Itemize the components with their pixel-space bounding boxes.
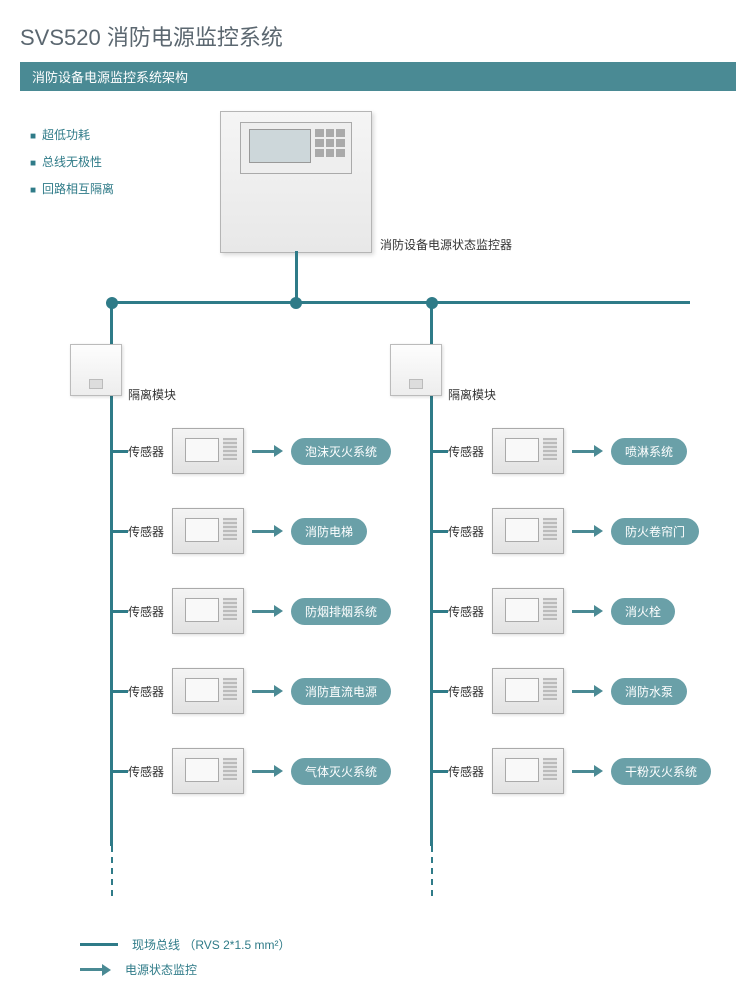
sensor-row: 传感器 防火卷帘门 bbox=[448, 508, 699, 554]
arrow-icon bbox=[252, 525, 283, 537]
system-pill: 干粉灭火系统 bbox=[611, 758, 711, 785]
sensor-label: 传感器 bbox=[128, 443, 168, 460]
page-title: SVS520 消防电源监控系统 bbox=[20, 20, 736, 52]
sensor-row: 传感器 消防水泵 bbox=[448, 668, 687, 714]
system-pill: 防烟排烟系统 bbox=[291, 598, 391, 625]
isolation-module bbox=[70, 344, 122, 396]
sensor-device bbox=[172, 508, 244, 554]
isolation-label: 隔离模块 bbox=[128, 386, 176, 403]
sensor-device bbox=[172, 588, 244, 634]
arrow-icon bbox=[572, 445, 603, 457]
system-pill: 消火栓 bbox=[611, 598, 675, 625]
sensor-device bbox=[492, 748, 564, 794]
sensor-stub bbox=[110, 450, 128, 453]
sensor-row: 传感器 消火栓 bbox=[448, 588, 675, 634]
arrow-icon bbox=[252, 765, 283, 777]
arrow-icon bbox=[572, 685, 603, 697]
branch-node-dot bbox=[106, 297, 118, 309]
sensor-label: 传感器 bbox=[448, 763, 488, 780]
arrow-icon bbox=[252, 605, 283, 617]
sensor-label: 传感器 bbox=[128, 603, 168, 620]
arrow-icon bbox=[252, 685, 283, 697]
bus-hline bbox=[110, 301, 690, 304]
sensor-label: 传感器 bbox=[128, 683, 168, 700]
branch-node-dot bbox=[426, 297, 438, 309]
sensor-row: 传感器 消防直流电源 bbox=[128, 668, 391, 714]
sensor-label: 传感器 bbox=[448, 603, 488, 620]
branch-dashed bbox=[431, 846, 433, 896]
arrow-icon bbox=[572, 525, 603, 537]
sensor-row: 传感器 干粉灭火系统 bbox=[448, 748, 711, 794]
sensor-device bbox=[172, 428, 244, 474]
bus-vline bbox=[295, 251, 298, 301]
system-pill: 泡沫灭火系统 bbox=[291, 438, 391, 465]
monitor-keypad bbox=[315, 129, 345, 161]
feature-list: 超低功耗总线无极性回路相互隔离 bbox=[30, 126, 114, 207]
sensor-stub bbox=[430, 770, 448, 773]
sensor-stub bbox=[110, 610, 128, 613]
system-pill: 喷淋系统 bbox=[611, 438, 687, 465]
main-monitor-device bbox=[220, 111, 372, 253]
sensor-stub bbox=[110, 690, 128, 693]
feature-item: 总线无极性 bbox=[30, 153, 114, 170]
sensor-device bbox=[492, 668, 564, 714]
monitor-label: 消防设备电源状态监控器 bbox=[380, 236, 512, 253]
legend-arrow: 电源状态监控 bbox=[80, 961, 736, 978]
sensor-row: 传感器 气体灭火系统 bbox=[128, 748, 391, 794]
sensor-stub bbox=[110, 530, 128, 533]
sensor-stub bbox=[430, 450, 448, 453]
arrow-icon bbox=[252, 445, 283, 457]
system-pill: 消防电梯 bbox=[291, 518, 367, 545]
arrow-icon bbox=[572, 605, 603, 617]
system-pill: 防火卷帘门 bbox=[611, 518, 699, 545]
sensor-label: 传感器 bbox=[128, 523, 168, 540]
sensor-label: 传感器 bbox=[448, 683, 488, 700]
legend-arrow-icon bbox=[80, 964, 111, 976]
legend-arrow-text: 电源状态监控 bbox=[125, 961, 197, 978]
legend-line-icon bbox=[80, 943, 118, 946]
sensor-label: 传感器 bbox=[128, 763, 168, 780]
branch-dashed bbox=[111, 846, 113, 896]
isolation-module bbox=[390, 344, 442, 396]
feature-item: 超低功耗 bbox=[30, 126, 114, 143]
sensor-stub bbox=[430, 610, 448, 613]
sensor-label: 传感器 bbox=[448, 523, 488, 540]
sensor-device bbox=[492, 428, 564, 474]
sensor-stub bbox=[110, 770, 128, 773]
system-pill: 消防水泵 bbox=[611, 678, 687, 705]
isolation-label: 隔离模块 bbox=[448, 386, 496, 403]
system-pill: 气体灭火系统 bbox=[291, 758, 391, 785]
legend-bus-line: 现场总线 （RVS 2*1.5 mm²） bbox=[80, 936, 736, 953]
section-subtitle: 消防设备电源监控系统架构 bbox=[20, 62, 736, 91]
arrow-icon bbox=[572, 765, 603, 777]
sensor-row: 传感器 消防电梯 bbox=[128, 508, 367, 554]
monitor-panel bbox=[240, 122, 352, 174]
sensor-stub bbox=[430, 530, 448, 533]
feature-item: 回路相互隔离 bbox=[30, 180, 114, 197]
sensor-device bbox=[172, 668, 244, 714]
sensor-device bbox=[172, 748, 244, 794]
architecture-diagram: 超低功耗总线无极性回路相互隔离 消防设备电源状态监控器 隔离模块传感器 泡沫灭火系… bbox=[20, 106, 736, 926]
system-pill: 消防直流电源 bbox=[291, 678, 391, 705]
sensor-row: 传感器 泡沫灭火系统 bbox=[128, 428, 391, 474]
legend: 现场总线 （RVS 2*1.5 mm²） 电源状态监控 bbox=[20, 936, 736, 978]
sensor-label: 传感器 bbox=[448, 443, 488, 460]
sensor-device bbox=[492, 508, 564, 554]
legend-bus-text: 现场总线 （RVS 2*1.5 mm²） bbox=[132, 936, 290, 953]
sensor-row: 传感器 喷淋系统 bbox=[448, 428, 687, 474]
bus-node-dot bbox=[290, 297, 302, 309]
sensor-stub bbox=[430, 690, 448, 693]
sensor-device bbox=[492, 588, 564, 634]
monitor-screen bbox=[249, 129, 311, 163]
sensor-row: 传感器 防烟排烟系统 bbox=[128, 588, 391, 634]
